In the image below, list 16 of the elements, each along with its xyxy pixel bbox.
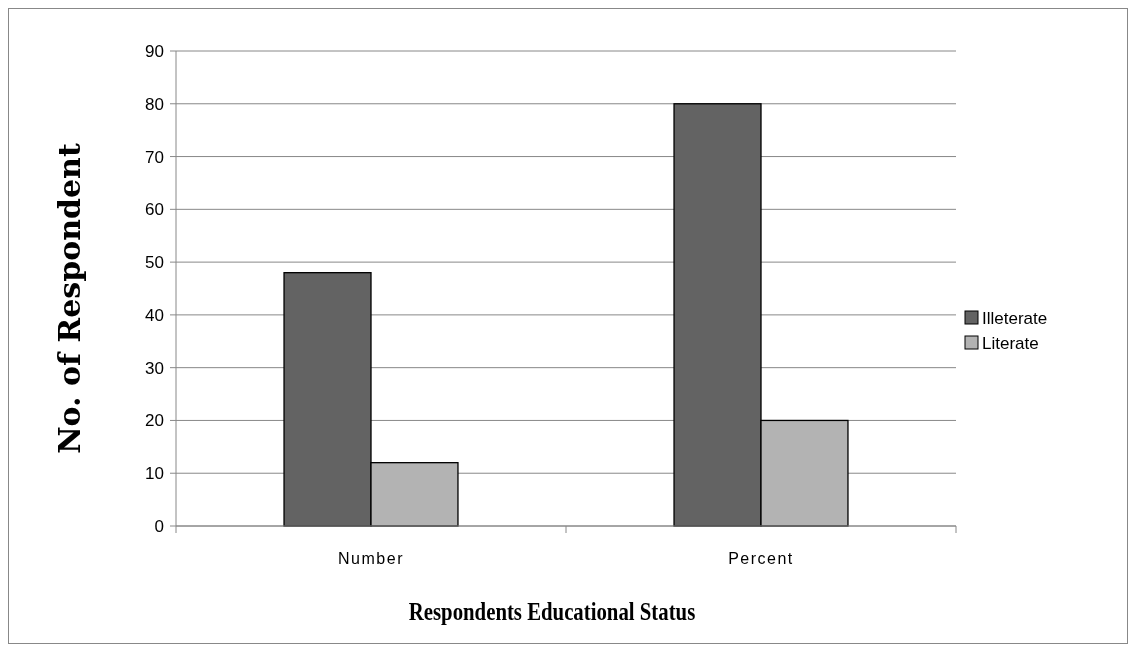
- y-tick-label: 0: [154, 516, 164, 536]
- x-tick-label: Percent: [728, 550, 794, 567]
- y-tick-label: 60: [145, 200, 164, 220]
- y-tick-label: 30: [145, 358, 164, 378]
- y-tick-label: 10: [145, 464, 164, 484]
- y-tick-label: 90: [145, 41, 164, 61]
- legend-label: Illeterate: [982, 308, 1048, 328]
- y-tick-label: 70: [145, 147, 164, 167]
- y-axis-title: No. of Respondent: [52, 143, 87, 454]
- y-tick-label: 50: [145, 253, 164, 273]
- y-tick-label: 80: [145, 94, 164, 114]
- x-tick-label: Number: [338, 550, 404, 567]
- legend-label: Literate: [982, 333, 1039, 353]
- y-tick-label: 40: [145, 305, 164, 325]
- x-axis-title: Respondents Educational Status: [408, 596, 696, 626]
- y-tick-label: 20: [145, 411, 164, 431]
